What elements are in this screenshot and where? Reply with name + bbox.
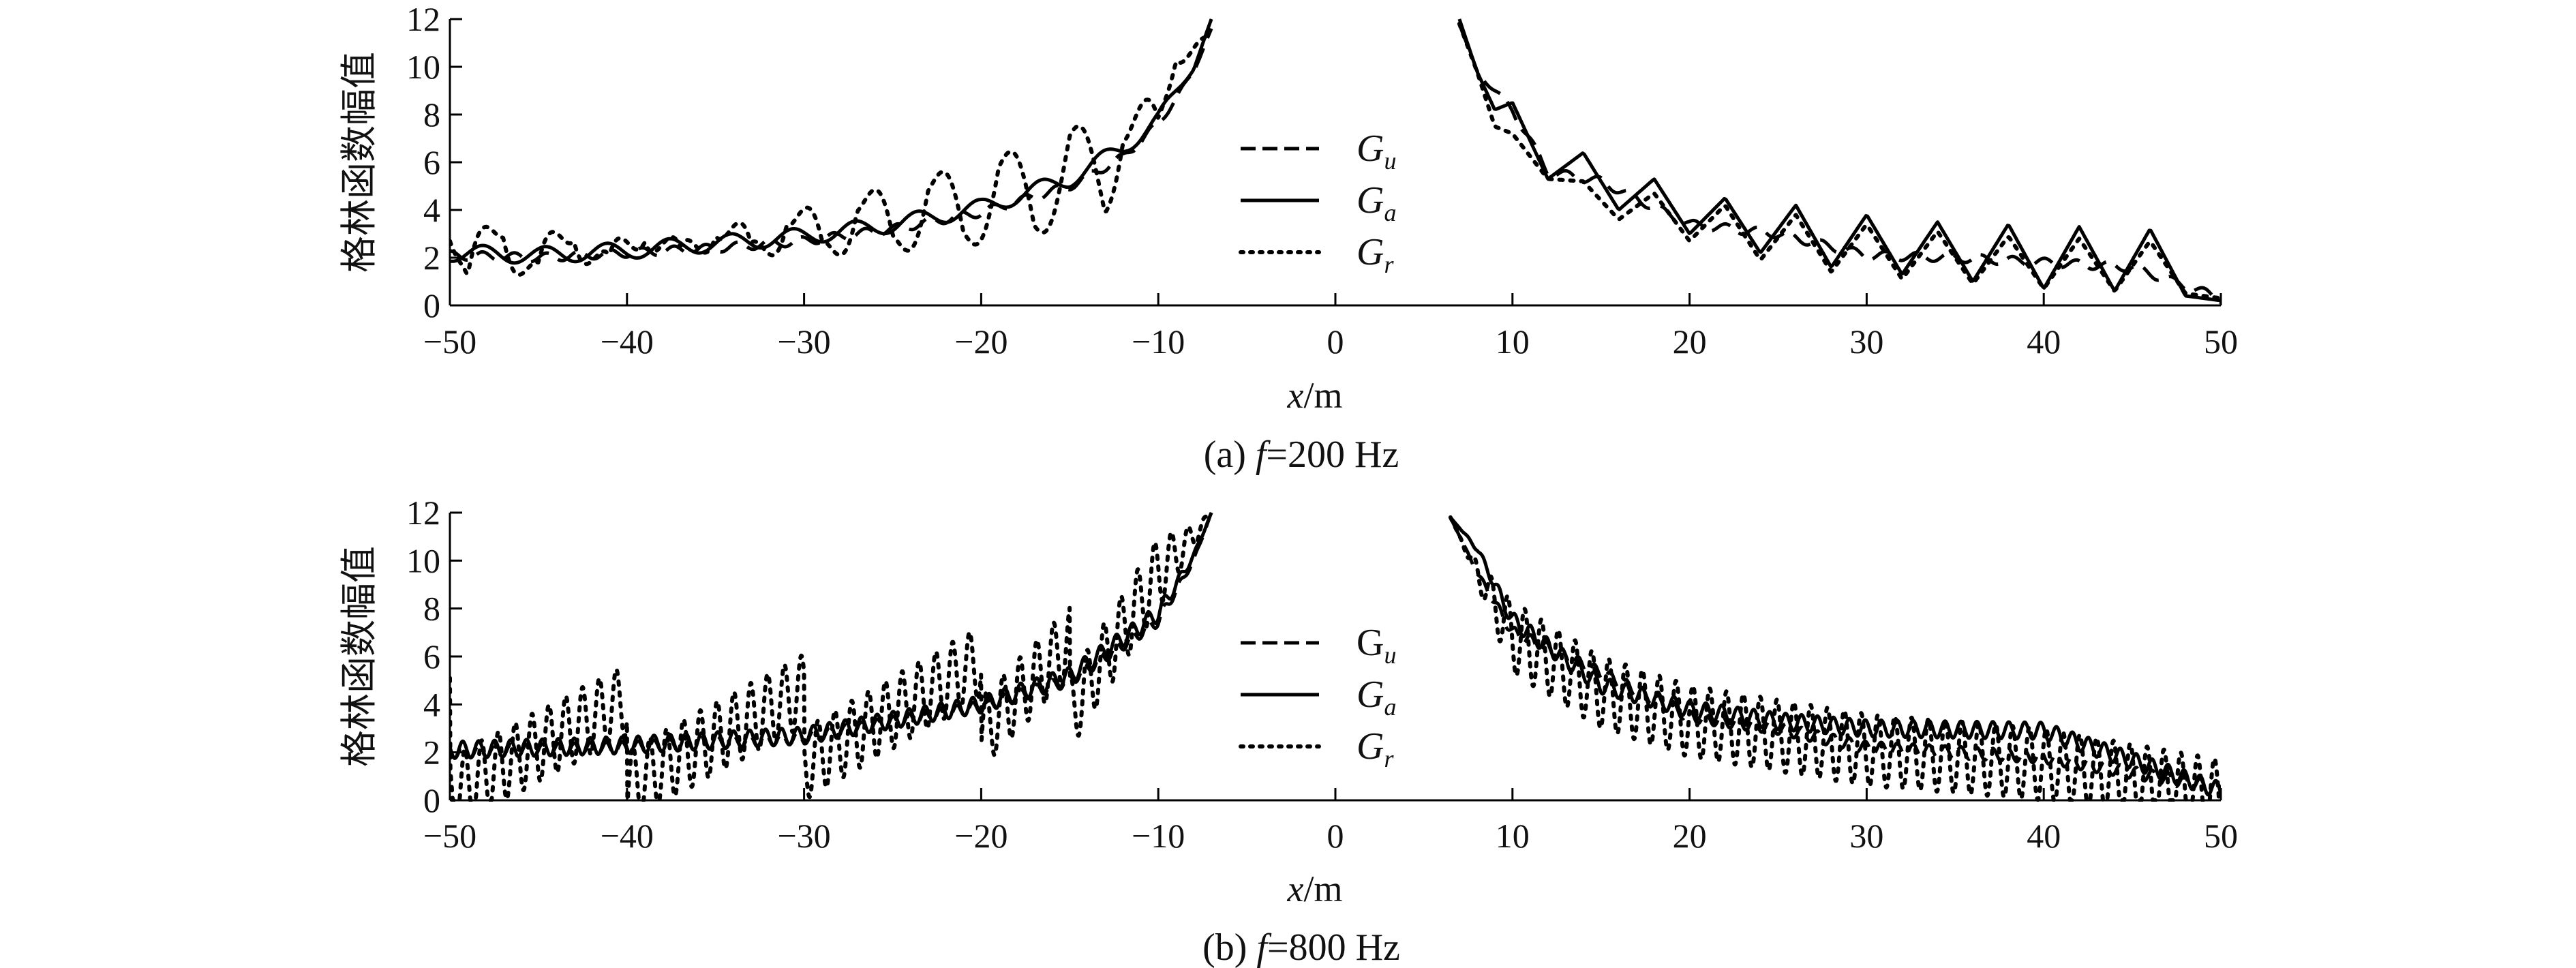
x-axis-label-var: x (1287, 375, 1304, 416)
legend-subscript: a (1384, 693, 1396, 721)
x-axis-label: x/m (1287, 375, 1343, 416)
legend-subscript: u (1384, 641, 1396, 669)
legend-label-Gr: Gr (1357, 725, 1394, 772)
legend-symbol: G (1357, 674, 1384, 716)
x-tick-label: −20 (954, 322, 1007, 361)
y-tick-label: 4 (423, 685, 440, 723)
y-tick-label: 8 (423, 95, 440, 134)
legend-label-Gu: Gu (1357, 622, 1396, 669)
y-axis-label: 格林函数幅值 (337, 52, 380, 273)
panel-caption: (b) f=800 Hz (1202, 926, 1400, 968)
x-tick-label: −40 (601, 817, 654, 855)
panel-caption: (a) f=200 Hz (1204, 434, 1399, 476)
legend-subscript: r (1384, 745, 1394, 772)
caption-prefix: (b) (1202, 926, 1256, 968)
plot-area (450, 511, 2221, 802)
plot-area (450, 18, 2221, 305)
legend-symbol: G (1357, 231, 1384, 273)
y-tick-label: 12 (406, 0, 440, 38)
series-Gu-left (450, 28, 1213, 264)
x-tick-label: 10 (1496, 817, 1530, 855)
x-axis-label: x/m (1287, 868, 1343, 909)
legend-label-Gu: Gu (1357, 127, 1396, 175)
x-tick-label: −10 (1132, 322, 1185, 361)
x-tick-label: 20 (1673, 322, 1707, 361)
x-tick-label: −30 (777, 322, 830, 361)
x-axis-label-unit: /m (1303, 868, 1342, 909)
series-Gr-left (450, 35, 1214, 277)
y-axis-label: 格林函数幅值 (337, 546, 380, 767)
legend-symbol: G (1357, 725, 1384, 768)
y-tick-label: 6 (423, 143, 440, 181)
legend-symbol: G (1357, 622, 1384, 664)
chart-panel-b: 0 2 4 6 8 10 12 −50 −40 −30 −20 −10 0 10 20 30 40 50 格林函数幅… (337, 494, 2238, 968)
series-Gr-left (450, 511, 1214, 802)
x-tick-label: 0 (1327, 817, 1344, 855)
y-tick-label: 0 (423, 286, 440, 324)
y-tick-label: 8 (423, 590, 440, 628)
x-tick-label: −50 (423, 817, 476, 855)
legend-subscript: a (1384, 199, 1396, 226)
legend-label-Ga: Ga (1357, 674, 1396, 721)
y-tick-label: 4 (423, 191, 440, 229)
x-tick-label: −50 (423, 322, 476, 361)
series-Ga-right (1457, 18, 2221, 303)
legend-subscript: u (1384, 147, 1396, 175)
legend-symbol: G (1357, 179, 1384, 222)
x-tick-label: 50 (2204, 322, 2238, 361)
y-tick-label: 10 (406, 541, 440, 579)
x-tick-label: 40 (2027, 322, 2061, 361)
x-tick-label: 30 (1849, 817, 1883, 855)
series-Ga-left (450, 511, 1213, 760)
x-tick-label: 50 (2204, 817, 2238, 855)
x-tick-label: −40 (601, 322, 654, 361)
x-axis-label-unit: /m (1303, 375, 1342, 416)
x-tick-label: 10 (1496, 322, 1530, 361)
x-tick-label: −20 (954, 817, 1007, 855)
x-tick-label: 40 (2027, 817, 2061, 855)
series-Gu-right (1457, 23, 2221, 305)
series-Ga-left (450, 18, 1213, 265)
y-tick-label: 12 (406, 494, 440, 532)
y-tick-label: 0 (423, 781, 440, 819)
y-tick-label: 2 (423, 733, 440, 772)
legend-symbol: G (1357, 127, 1384, 170)
legend-label-Gr: Gr (1357, 231, 1394, 278)
caption-value: =200 Hz (1266, 434, 1399, 476)
x-tick-label: −30 (777, 817, 830, 855)
x-tick-label: 0 (1327, 322, 1344, 361)
series-Gr-right (1448, 515, 2221, 802)
caption-value: =800 Hz (1267, 926, 1400, 968)
series-Ga-right (1449, 516, 2221, 797)
y-tick-label: 2 (423, 239, 440, 277)
x-tick-label: 20 (1673, 817, 1707, 855)
x-axis-label-var: x (1287, 868, 1304, 909)
y-tick-label: 10 (406, 48, 440, 86)
legend-label-Ga: Ga (1357, 179, 1396, 226)
y-tick-label: 6 (423, 637, 440, 676)
series-Gu-right (1449, 516, 2221, 794)
caption-prefix: (a) (1204, 434, 1256, 476)
x-tick-label: 30 (1849, 322, 1883, 361)
chart-panel-a: 0 2 4 6 8 10 12 −50 −40 −30 −20 −10 0 10 20 30 40 50 格林函数幅… (337, 0, 2238, 476)
x-tick-label: −10 (1132, 817, 1185, 855)
legend-subscript: r (1384, 251, 1394, 278)
